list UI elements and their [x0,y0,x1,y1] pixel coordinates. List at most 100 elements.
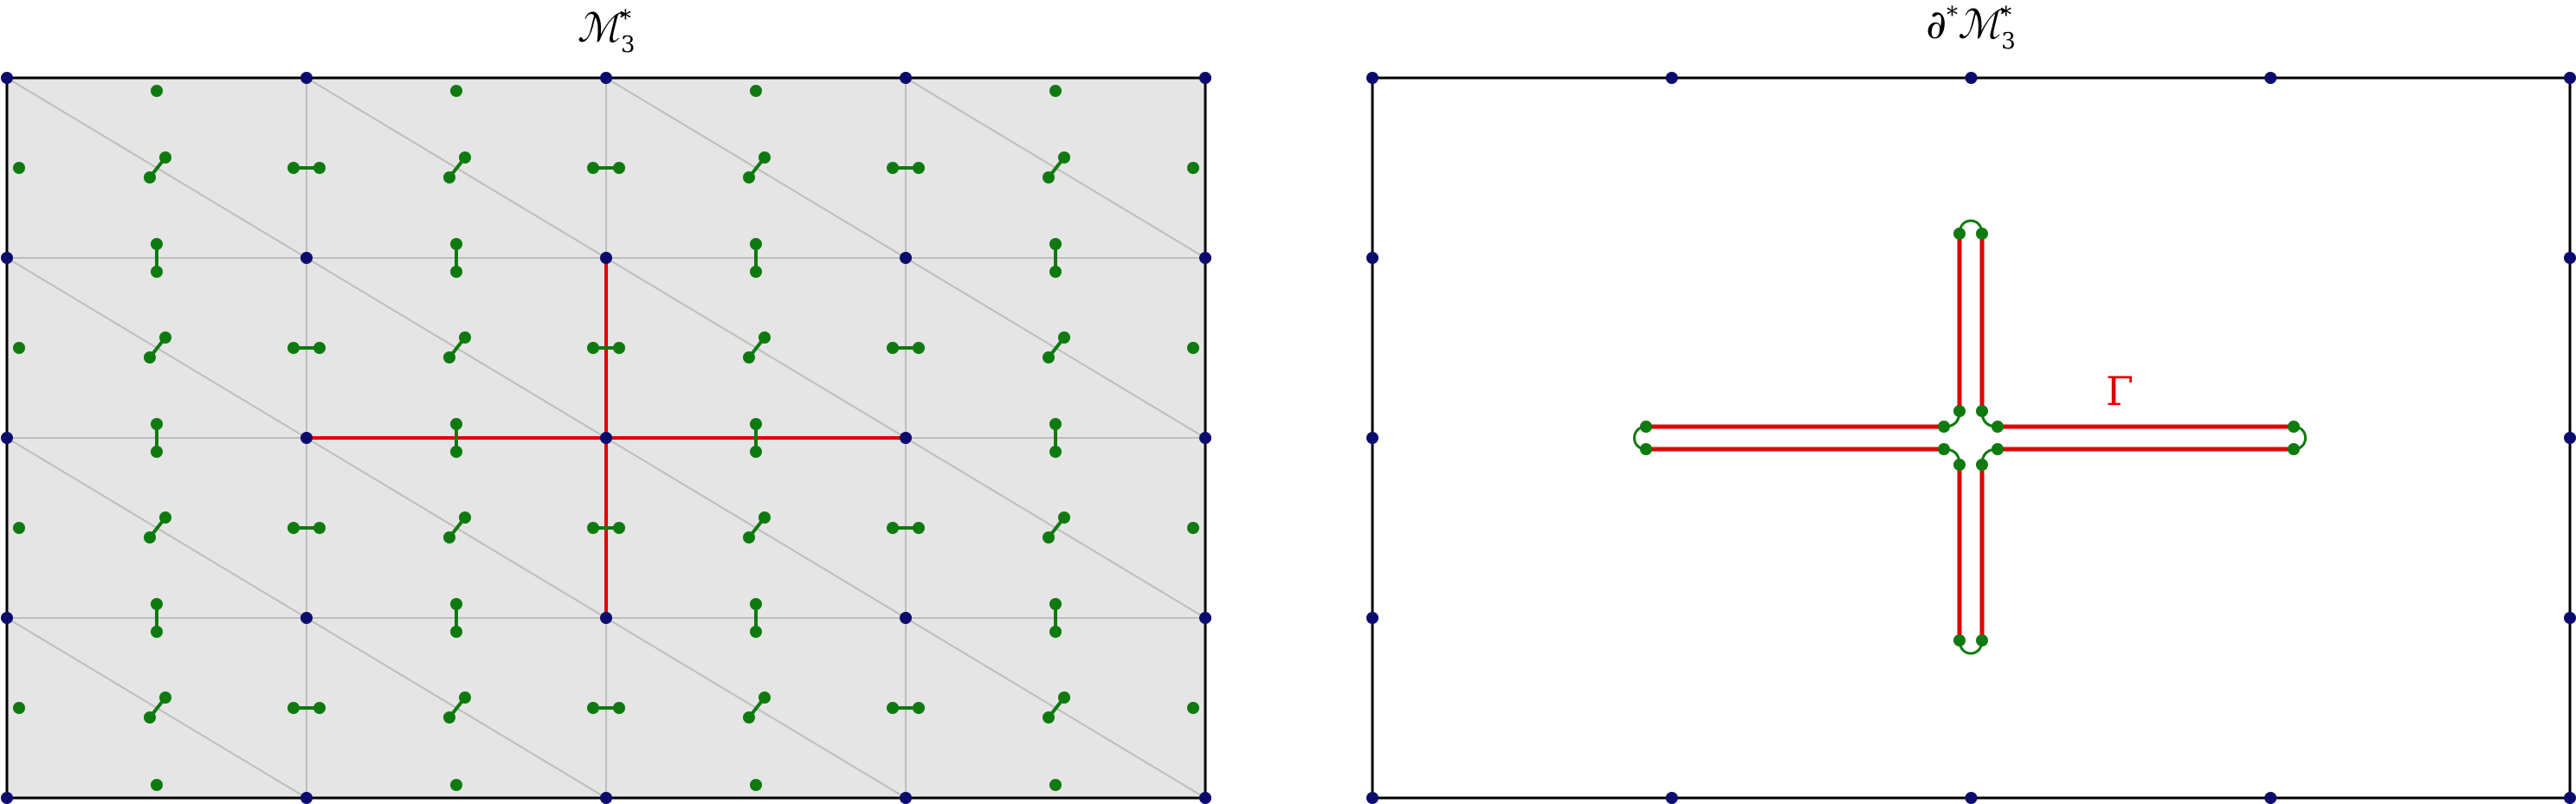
dual-node [151,238,163,250]
boundary-vertex [2264,792,2277,804]
dual-node [13,702,25,714]
dual-node [151,446,163,458]
dual-node [443,531,455,544]
dual-node [743,351,755,363]
dual-node [913,522,925,534]
left-panel-title: ℳ* 3 [578,4,636,58]
dual-node [743,171,755,183]
dual-node [1992,421,2004,433]
vertex [600,72,612,84]
boundary-vertex [1965,792,1978,804]
boundary-vertex [1665,72,1678,84]
boundary-vertex [2564,72,2576,84]
dual-node [450,418,462,430]
dual-node [1058,151,1070,164]
dual-node [443,351,455,363]
vertex [300,432,313,444]
right-panel-title: ∂*ℳ* 3 [1926,1,2016,55]
vertex [900,72,912,84]
dual-node [1049,266,1062,278]
vertex [300,252,313,264]
dual-node [613,162,625,174]
dual-node [1043,171,1055,183]
dual-node [287,162,300,174]
vertex [300,72,313,84]
dual-node [913,162,925,174]
dual-node [613,702,625,714]
vertex [300,612,313,624]
vertex [900,612,912,624]
dual-node [750,418,762,430]
dual-node [887,342,899,354]
dual-node [1049,626,1062,638]
dual-node [1187,522,1199,534]
boundary-vertex [1965,72,1978,84]
dual-node [151,418,163,430]
dual-node [1058,691,1070,704]
dual-node [750,779,762,791]
vertex [1199,432,1211,444]
dual-node [750,446,762,458]
vertex [600,612,612,624]
dual-node [287,342,300,354]
dual-node [1058,331,1070,344]
dual-node [1640,443,1652,455]
dual-node [1953,634,1966,646]
vertex [1199,792,1211,804]
vertex [1,792,13,804]
dual-node [750,598,762,610]
vertex [1,72,13,84]
left-vertices [1,72,1211,804]
dual-node [1043,711,1055,724]
dual-node [1043,531,1055,544]
dual-node [587,702,599,714]
dual-node [159,331,171,344]
vertex [600,432,612,444]
dual-node [1640,421,1652,433]
dual-node [759,331,771,344]
dual-node [144,351,156,363]
vertex [300,792,313,804]
dual-node [313,702,326,714]
dual-node [1938,421,1950,433]
vertex [1199,252,1211,264]
dual-node [1976,405,1988,417]
vertex [900,252,912,264]
dual-node [151,626,163,638]
dual-node [287,522,300,534]
dual-node [443,711,455,724]
boundary-vertex [1366,72,1378,84]
dual-node [459,511,471,524]
curve-label-gamma: Γ [2106,368,2134,415]
dual-node [1058,511,1070,524]
dual-node [450,266,462,278]
dual-node [2288,443,2300,455]
boundary-vertex [1366,252,1378,264]
dual-node [144,711,156,724]
dual-node [887,162,899,174]
dual-node [613,342,625,354]
dual-node [913,342,925,354]
dual-node [2288,421,2300,433]
dual-node [144,531,156,544]
dual-node [443,171,455,183]
dual-node [151,85,163,97]
dual-node [459,151,471,164]
dual-node [743,711,755,724]
dual-node [459,331,471,344]
dual-node [750,626,762,638]
dual-node [1049,446,1062,458]
left-panel: ℳ* 3 [1,4,1211,804]
dual-node [750,238,762,250]
dual-node [1187,342,1199,354]
vertex [1,432,13,444]
boundary-vertex [1366,792,1378,804]
dual-node [450,446,462,458]
boundary-vertex [2564,252,2576,264]
dual-node [450,779,462,791]
dual-node [159,151,171,164]
vertex [900,792,912,804]
dual-node [1976,228,1988,240]
dual-node [450,238,462,250]
